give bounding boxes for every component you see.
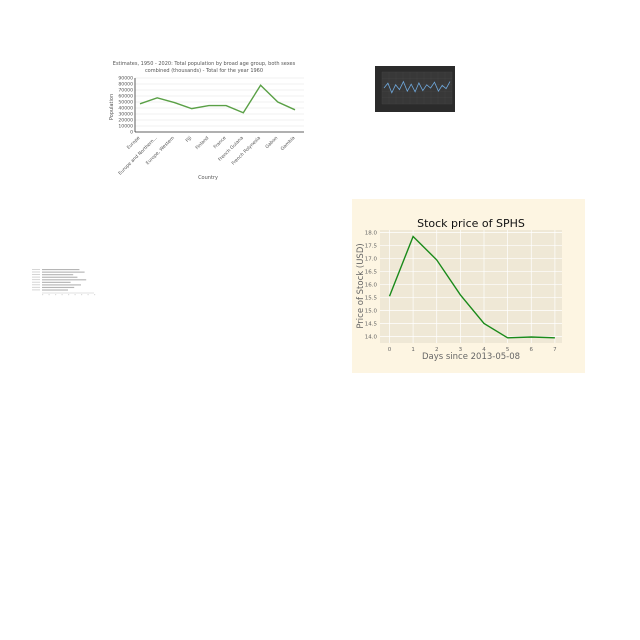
y-tick-label: 15.0 (365, 309, 378, 315)
bar (42, 284, 81, 286)
y-tick-label: 14.0 (365, 335, 378, 341)
x-tick-label: 2 (435, 347, 439, 353)
bar (42, 279, 87, 281)
population-chart-panel: Estimates, 1950 - 2020: Total population… (100, 56, 310, 186)
population-chart: Estimates, 1950 - 2020: Total population… (109, 61, 304, 181)
y-tick-label: 40000 (118, 106, 133, 112)
x-tick-mark (68, 294, 70, 296)
chart-title-line-1: Estimates, 1950 - 2020: Total population… (113, 61, 296, 67)
x-tick-label: 4 (482, 347, 486, 353)
y-tick-label: 30000 (118, 112, 133, 118)
y-tick-label: 80000 (118, 82, 133, 88)
bar-category-label (32, 289, 40, 291)
x-tick-label: 3 (459, 347, 463, 353)
x-tick-mark (61, 294, 63, 296)
bar (42, 274, 74, 276)
y-tick-label: 0 (130, 130, 133, 136)
x-tick-mark (94, 294, 96, 296)
bar (42, 269, 80, 271)
x-tick-mark (55, 294, 57, 296)
tiny-bar-chart-panel (30, 266, 100, 298)
y-tick-label: 16.0 (365, 283, 378, 289)
y-tick-label: 17.0 (365, 257, 378, 263)
x-tick-mark (48, 294, 50, 296)
bar (42, 281, 71, 283)
stock-chart-panel: Stock price of SPHS 14.0 14.5 15.0 15.5 16.0… (352, 199, 585, 373)
chart-title: Stock price of SPHS (417, 217, 525, 230)
x-tick-mark (42, 294, 44, 296)
bar-category-label (32, 276, 40, 278)
x-tick-label: 1 (411, 347, 415, 353)
x-tick-label: Europe, Western (145, 135, 176, 166)
x-tick-label: French Polynesia (231, 135, 263, 167)
stock-price-chart: Stock price of SPHS 14.0 14.5 15.0 15.5 16.0… (352, 199, 585, 373)
y-tick-label: 90000 (118, 76, 133, 82)
dark-thumbnail-panel (375, 66, 455, 112)
bar (42, 289, 68, 291)
population-series-line (139, 84, 296, 114)
bar-category-label (32, 271, 40, 273)
x-axis-label: Days since 2013-05-08 (422, 352, 520, 362)
x-tick-label: 6 (530, 347, 534, 353)
x-tick-mark (74, 294, 76, 296)
x-tick-label: Gambia (280, 135, 297, 152)
x-tick-mark (81, 294, 83, 296)
x-tick-label: 5 (506, 347, 510, 353)
dark-thumbnail-chart (375, 66, 455, 112)
stock-plot-area (380, 230, 562, 343)
y-tick-label: 17.5 (365, 244, 378, 250)
bar-category-label (32, 281, 40, 283)
stock-price-line (388, 235, 555, 339)
bar-category-label (32, 286, 40, 288)
bar-category-label (32, 274, 40, 276)
y-tick-label: 14.5 (365, 322, 378, 328)
bar (42, 271, 85, 273)
y-tick-label: 15.5 (365, 296, 378, 302)
bar (42, 286, 75, 289)
y-tick-label: 70000 (118, 88, 133, 94)
chart-title-line-2: combined (thousands) - Total for the yea… (145, 68, 263, 74)
y-tick-label: 50000 (118, 100, 133, 106)
bar-category-label (32, 279, 40, 281)
y-tick-label: 18.0 (365, 231, 378, 237)
dark-series-line (383, 80, 451, 94)
y-tick-label: 60000 (118, 94, 133, 100)
y-axis-label: Price of Stock (USD) (356, 243, 366, 328)
x-tick-label: Finland (194, 135, 210, 151)
x-tick-label: Gabon (264, 135, 279, 150)
x-tick-label: 0 (388, 347, 392, 353)
y-tick-label: 10000 (118, 124, 133, 130)
x-axis-label: Country (198, 175, 218, 181)
x-tick-label: Europe (126, 135, 142, 151)
bar-category-label (32, 284, 40, 286)
bar (42, 276, 78, 278)
bar-category-label (32, 269, 40, 270)
y-axis-label: Population (109, 94, 115, 120)
y-tick-label: 20000 (118, 118, 133, 124)
x-tick-mark (87, 294, 89, 296)
y-tick-label: 16.5 (365, 270, 378, 276)
x-tick-label: 7 (553, 347, 557, 353)
x-tick-label: Fiji (184, 135, 193, 144)
x-tick-label: France (212, 135, 227, 150)
tiny-bar-chart (32, 269, 96, 296)
